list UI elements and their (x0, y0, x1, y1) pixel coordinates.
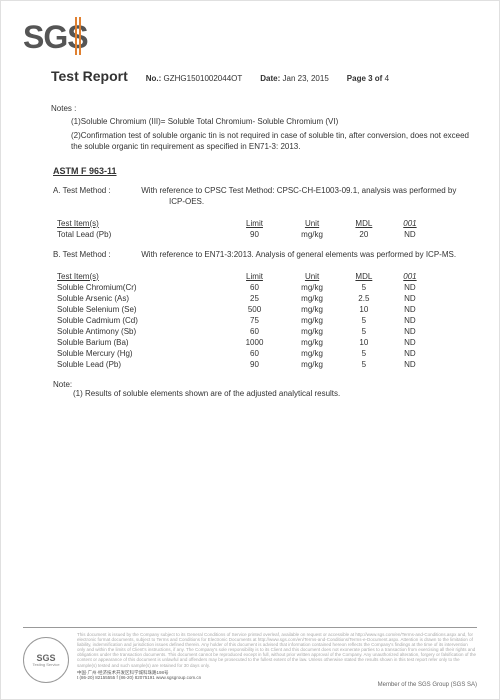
th-mdl: MDL (341, 271, 387, 282)
table-b: Test Item(s) Limit Unit MDL 001 Soluble … (53, 271, 433, 370)
page-total: 4 (382, 74, 389, 83)
page-footer: SGS Testing Service This document is iss… (23, 627, 477, 689)
table-row: Soluble Antimony (Sb)60mg/kg5ND (53, 326, 433, 337)
th-result: 001 (387, 218, 433, 229)
astm-heading: ASTM F 963-11 (53, 166, 477, 176)
th-mdl: MDL (341, 218, 387, 229)
table-row: Soluble Arsenic (As)25mg/kg2.5ND (53, 293, 433, 304)
notes-section: Notes : (1)Soluble Chromium (III)= Solub… (23, 104, 477, 152)
report-number: GZHG1501002044OT (164, 74, 243, 83)
method-a: A. Test Method : With reference to CPSC … (23, 186, 477, 208)
table-row: Soluble Selenium (Se)500mg/kg10ND (53, 304, 433, 315)
table-row: Soluble Chromium(Cr)60mg/kg5ND (53, 282, 433, 293)
table-row: Soluble Cadmium (Cd)75mg/kg5ND (53, 315, 433, 326)
table-a: Test Item(s) Limit Unit MDL 001 Total Le… (53, 218, 433, 240)
footer-phones: t (86-20) 82155555 f (86-20) 82075191 ww… (77, 675, 477, 680)
footer-member: Member of the SGS Group (SGS SA) (77, 682, 477, 689)
sgs-logo: SGS (23, 19, 477, 56)
method-b: B. Test Method : With reference to EN71-… (23, 250, 477, 261)
table-row: Soluble Lead (Pb)90mg/kg5ND (53, 359, 433, 370)
report-header: Test Report No.: GZHG1501002044OT Date: … (23, 68, 477, 84)
th-unit: Unit (283, 271, 341, 282)
th-item: Test Item(s) (53, 271, 226, 282)
th-unit: Unit (283, 218, 341, 229)
report-date: Jan 23, 2015 (283, 74, 329, 83)
notes-heading: Notes : (51, 104, 477, 113)
report-title: Test Report (51, 68, 128, 84)
th-limit: Limit (226, 218, 284, 229)
results-note: Note: (1) Results of soluble elements sh… (23, 380, 477, 398)
sgs-seal-icon: SGS Testing Service (23, 637, 69, 683)
table-row: Total Lead (Pb)90mg/kg20ND (53, 229, 433, 240)
table-row: Soluble Mercury (Hg)60mg/kg5ND (53, 348, 433, 359)
note-2: (2)Confirmation test of soluble organic … (51, 131, 477, 153)
th-result: 001 (387, 271, 433, 282)
table-row: Soluble Barium (Ba)1000mg/kg10ND (53, 337, 433, 348)
th-limit: Limit (226, 271, 284, 282)
footer-disclaimer: This document is issued by the Company s… (77, 632, 477, 668)
note-1: (1)Soluble Chromium (III)= Soluble Total… (51, 117, 477, 128)
th-item: Test Item(s) (53, 218, 226, 229)
